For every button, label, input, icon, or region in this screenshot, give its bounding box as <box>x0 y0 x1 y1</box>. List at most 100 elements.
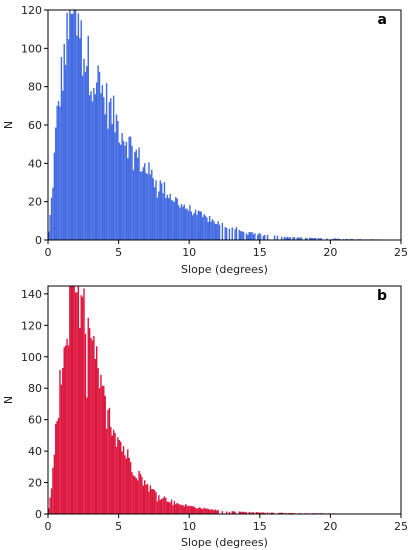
histogram-bar <box>203 507 205 514</box>
histogram-bar <box>104 114 106 240</box>
histogram-bar <box>76 35 78 240</box>
x-tick-label: 5 <box>115 246 122 259</box>
y-tick-label: 120 <box>21 319 42 332</box>
y-tick-label: 40 <box>28 157 42 170</box>
histogram-bar <box>110 426 112 514</box>
histogram-bar <box>214 509 217 514</box>
histogram-bar <box>112 95 115 240</box>
histogram-bar <box>189 205 191 240</box>
histogram-bar <box>259 512 262 514</box>
histogram-bar <box>88 328 91 514</box>
histogram-bar <box>285 237 287 240</box>
histogram-bar <box>197 508 200 514</box>
histogram-bar <box>289 237 291 240</box>
histogram-bar <box>67 345 70 514</box>
y-tick-label: 20 <box>28 196 42 209</box>
panel-a: 0 20 40 60 80 100 120 0 5 10 15 20 25 a Slope (degr… <box>2 4 408 276</box>
histogram-bar <box>124 145 126 240</box>
histogram-bar <box>196 214 198 240</box>
histogram-bar <box>70 286 72 514</box>
panel-label-b: b <box>377 288 387 304</box>
histogram-bar <box>245 512 248 514</box>
histogram-bar <box>120 144 122 240</box>
histogram-bar <box>94 359 97 514</box>
histogram-bar <box>300 237 303 240</box>
histogram-bar <box>266 512 269 514</box>
histogram-bar <box>132 170 135 240</box>
x-axis-label-a: Slope (degrees) <box>181 263 268 276</box>
histogram-bar <box>121 451 123 514</box>
histogram-bar <box>240 231 242 240</box>
histogram-bar <box>186 208 188 240</box>
histogram-bar <box>258 232 260 240</box>
histogram-bar <box>156 197 159 240</box>
histogram-bar <box>64 345 67 514</box>
histogram-bar <box>134 152 136 240</box>
histogram-bar <box>83 288 85 514</box>
histogram-bar <box>179 504 181 514</box>
histogram-bar <box>336 238 338 240</box>
histogram-bar <box>141 476 143 514</box>
histogram-bar <box>70 13 72 240</box>
histogram-bar <box>53 152 56 240</box>
histogram-bar <box>228 228 231 240</box>
y-tick-label: 100 <box>21 351 42 364</box>
histogram-bar <box>217 509 219 514</box>
histogram-bar <box>304 237 307 240</box>
y-tick-label: 0 <box>35 234 42 247</box>
histogram-bar <box>266 234 269 240</box>
histogram-bar <box>175 197 177 240</box>
histogram-bar <box>251 232 253 240</box>
histogram-bar <box>186 505 188 514</box>
histogram-bar <box>337 238 339 240</box>
histogram-bar <box>208 215 211 240</box>
histogram-bar <box>235 227 238 240</box>
histogram-bar <box>84 71 87 240</box>
x-tick-label: 15 <box>253 246 267 259</box>
histogram-bar <box>192 215 194 240</box>
histogram-bar <box>105 428 108 514</box>
histogram-bar <box>138 147 140 240</box>
histogram-bar <box>149 174 152 240</box>
histogram-bar <box>289 512 291 514</box>
histogram-bar <box>176 198 178 240</box>
histogram-bar <box>136 480 139 514</box>
histogram-bar <box>59 370 61 514</box>
histogram-bar <box>86 66 88 240</box>
histogram-bar <box>278 512 280 514</box>
histogram-bar <box>57 101 60 240</box>
histogram-bar <box>326 238 328 240</box>
histogram-bar <box>117 120 119 240</box>
histogram-bar <box>81 296 84 514</box>
histogram-bar <box>258 512 260 514</box>
histogram-bar <box>111 124 113 240</box>
histogram-bar <box>177 205 180 240</box>
histogram-bar <box>333 238 335 240</box>
histogram-bar <box>144 163 146 240</box>
histogram-bar <box>107 410 109 514</box>
histogram-bar <box>160 498 163 514</box>
histogram-bar <box>314 237 317 240</box>
histogram-bar <box>96 346 98 514</box>
histogram-bar <box>190 506 193 514</box>
histogram-bar <box>238 511 241 514</box>
histogram-bar <box>210 221 212 240</box>
histogram-bar <box>213 510 215 514</box>
x-tick-label: 20 <box>323 520 337 533</box>
histogram-bar <box>238 230 241 240</box>
histogram-bar <box>317 238 320 240</box>
histogram-bar <box>262 235 265 240</box>
histogram-bar <box>131 472 133 514</box>
histogram-bar <box>131 145 133 240</box>
histogram-bar <box>217 221 219 240</box>
histogram-bar <box>286 236 289 240</box>
x-tick-label: 10 <box>182 520 196 533</box>
histogram-bar <box>208 510 211 514</box>
x-ticks-a: 0 5 10 15 20 25 <box>45 240 408 259</box>
histogram-bar <box>206 508 208 514</box>
histogram-bar <box>62 367 64 514</box>
histogram-bar <box>94 94 97 241</box>
histogram-bar <box>163 182 166 240</box>
histogram-bar <box>50 488 53 514</box>
y-tick-label: 0 <box>35 508 42 521</box>
